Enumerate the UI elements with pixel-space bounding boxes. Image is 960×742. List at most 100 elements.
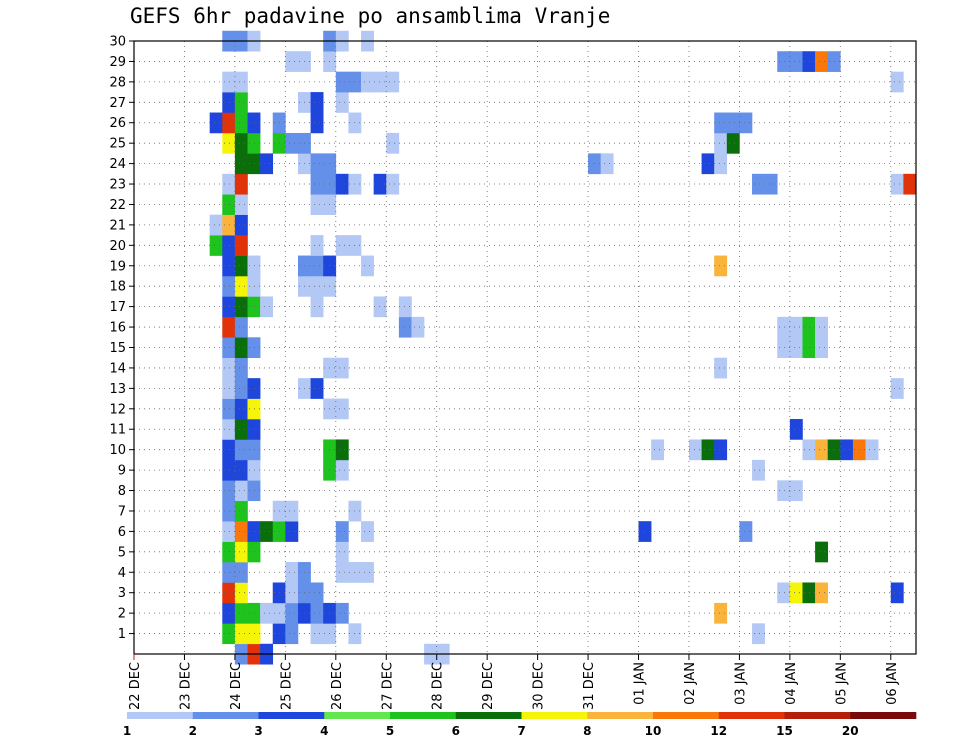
precip-cell — [247, 132, 261, 154]
precip-cell — [802, 337, 816, 359]
legend-swatch — [653, 712, 720, 719]
precip-cell — [247, 112, 261, 134]
x-tick-label: 02 JAN — [683, 662, 698, 705]
precip-cell — [789, 480, 803, 502]
precip-cell — [890, 378, 904, 399]
precip-cell — [285, 623, 299, 645]
precip-cell — [234, 500, 248, 522]
x-tick-label: 01 JAN — [633, 662, 648, 705]
legend-swatch — [850, 712, 917, 719]
precip-cell — [222, 623, 236, 645]
precip-cell — [247, 337, 261, 359]
precip-cell — [386, 173, 400, 195]
precip-cell — [398, 296, 412, 318]
precip-cell — [285, 602, 299, 624]
precip-cell — [285, 582, 299, 604]
x-tick-label: 28 DEC — [431, 662, 446, 710]
legend-swatch — [324, 712, 391, 719]
precip-cell — [234, 480, 248, 502]
precip-cell — [361, 255, 374, 277]
precip-cell — [222, 112, 236, 134]
precip-cell — [335, 602, 349, 624]
precip-cell — [234, 235, 248, 256]
precip-cell — [361, 521, 374, 542]
precip-cell — [222, 419, 236, 440]
precip-cell — [310, 235, 324, 256]
legend-label: 12 — [710, 724, 727, 738]
x-tick-label: 25 DEC — [279, 662, 294, 710]
precip-cell — [714, 357, 728, 379]
precip-cell — [247, 459, 261, 481]
precip-cell — [890, 71, 904, 93]
precip-cell — [285, 132, 299, 154]
legend-swatch — [192, 712, 259, 719]
y-tick-label: 13 — [109, 382, 126, 397]
precip-cell — [260, 153, 274, 175]
precip-cell — [373, 71, 387, 93]
precip-cell — [234, 316, 248, 338]
precip-cell — [234, 173, 248, 195]
precip-cell — [310, 153, 324, 175]
precip-cell — [247, 439, 261, 461]
precip-cell — [234, 132, 248, 154]
precip-cell — [815, 541, 829, 563]
y-tick-label: 3 — [118, 586, 126, 601]
x-tick-label: 05 JAN — [834, 662, 849, 705]
precip-cell — [234, 194, 248, 215]
precip-cell — [335, 439, 349, 461]
precip-cell — [234, 214, 248, 236]
precip-cell — [234, 337, 248, 359]
legend-label: 4 — [320, 724, 328, 738]
precip-cell — [890, 173, 904, 195]
precip-cell — [247, 378, 261, 399]
precip-cell — [222, 194, 236, 215]
precip-cell — [890, 582, 904, 604]
precip-cell — [335, 71, 349, 93]
y-axis: 1234567891011121314151617181920212223242… — [109, 35, 134, 642]
x-tick-label: 24 DEC — [229, 662, 244, 710]
y-tick-label: 7 — [118, 504, 126, 519]
precip-cell — [222, 521, 236, 542]
x-tick-label: 06 JAN — [885, 662, 900, 705]
precip-cell — [310, 582, 324, 604]
precip-cell — [234, 92, 248, 113]
precip-cell — [815, 337, 829, 359]
x-axis: 22 DEC 23 DEC 24 DEC 25 DEC 26 DEC 27 DEC 28 D… — [128, 654, 900, 710]
y-tick-label: 5 — [118, 545, 126, 560]
precip-cell — [222, 173, 236, 195]
precip-cell — [815, 439, 829, 461]
precip-cell — [222, 357, 236, 379]
precip-cell — [222, 398, 236, 420]
precip-cell — [222, 275, 236, 297]
precip-cell — [310, 602, 324, 624]
precip-cell — [310, 255, 324, 277]
precip-cell — [386, 132, 400, 154]
precip-cell — [260, 521, 274, 542]
y-tick-label: 15 — [109, 341, 126, 356]
precip-cell — [815, 51, 829, 72]
precip-cell — [335, 541, 349, 563]
precip-cell — [247, 541, 261, 563]
y-tick-label: 25 — [109, 137, 126, 152]
y-tick-label: 19 — [109, 259, 126, 274]
legend-swatch — [258, 712, 325, 719]
legend-swatch — [455, 712, 522, 719]
y-tick-label: 2 — [118, 607, 126, 622]
precip-cell — [222, 582, 236, 604]
precip-cell — [234, 112, 248, 134]
precip-cell — [726, 132, 740, 154]
x-tick-label: 26 DEC — [330, 662, 345, 710]
precip-cell — [802, 439, 816, 461]
precip-cell — [310, 173, 324, 195]
precip-cell — [247, 602, 261, 624]
precip-cell — [222, 71, 236, 93]
precip-cell — [752, 173, 765, 195]
precip-cell — [234, 275, 248, 297]
x-tick-label: 29 DEC — [481, 662, 496, 710]
y-tick-label: 16 — [109, 321, 126, 336]
precip-cell — [714, 112, 728, 134]
y-tick-label: 27 — [109, 96, 126, 111]
precip-cell — [335, 398, 349, 420]
precip-cell — [247, 521, 261, 542]
